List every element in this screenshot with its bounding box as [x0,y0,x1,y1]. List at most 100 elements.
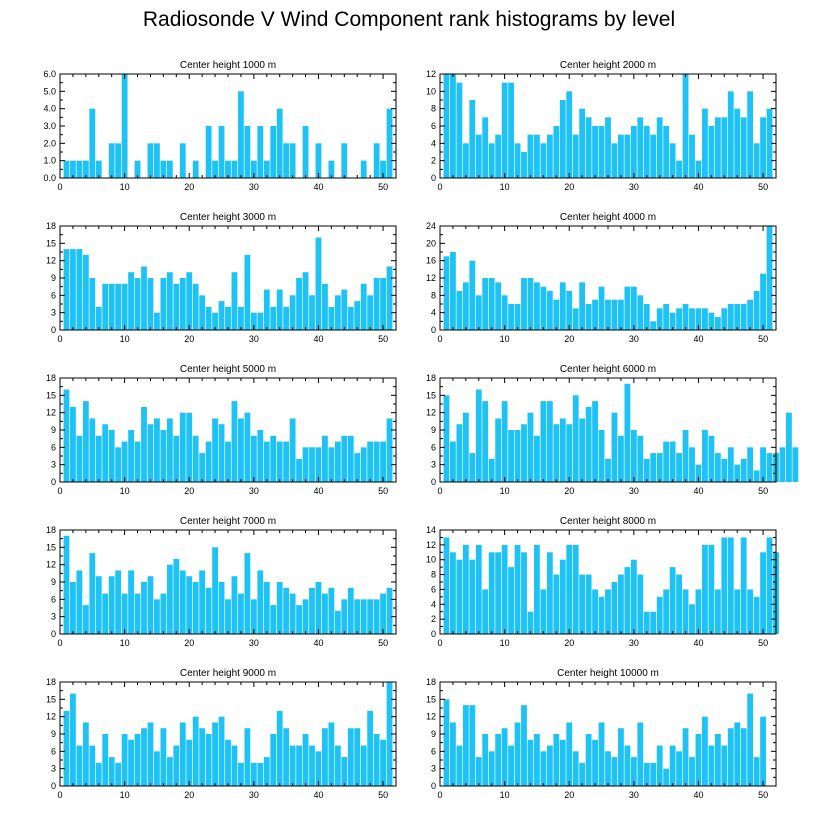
x-tick-label: 50 [758,638,768,648]
x-tick-label: 30 [629,638,639,648]
x-tick-label: 50 [378,182,388,192]
x-tick-label: 10 [500,334,510,344]
x-tick-label: 0 [57,486,62,496]
histogram-bar [572,134,579,178]
histogram-bar [682,589,689,634]
histogram-bar [128,430,134,482]
histogram-bar [199,453,206,482]
y-tick-label: 15 [46,390,56,400]
y-tick-label: 10 [426,86,436,96]
histogram-bar [128,739,134,786]
histogram-bar [108,283,115,330]
histogram-bar [244,553,251,634]
histogram-bar [134,734,141,786]
histogram-bar [115,283,122,330]
histogram-bar [121,441,128,482]
histogram-bar [611,412,618,482]
y-tick-label: 3 [431,764,436,774]
x-tick-label: 10 [500,182,510,192]
histogram-bar [514,143,521,178]
histogram-bar [218,716,225,786]
histogram-bar [740,458,747,482]
histogram-bar [553,574,560,634]
histogram-bar [702,544,708,634]
y-tick-label: 3 [51,612,56,622]
histogram-bar [521,278,527,330]
x-tick-label: 10 [120,790,130,800]
histogram-bar [760,447,766,482]
histogram-panel: Center height 8000 m 0 10 20 30 40 50 0 2 4 6 8 10 12… [426,516,779,648]
histogram-bar [488,751,495,786]
histogram-bar [469,260,476,330]
histogram-bar [689,757,695,786]
histogram-bar [76,160,83,178]
histogram-bar [160,160,167,178]
histogram-bar [102,593,109,634]
histogram-bar [766,537,773,634]
y-tick-label: 16 [426,256,436,266]
histogram-bar [367,710,374,786]
histogram-bar [334,745,341,786]
histogram-bar [598,286,605,330]
histogram-bar [482,589,489,634]
histogram-bar [128,570,134,634]
histogram-bar [231,160,238,178]
histogram-bar [585,117,592,178]
histogram-bar [566,544,573,634]
histogram-bar [702,108,708,178]
histogram-bar [76,435,83,482]
histogram-bar [462,282,469,330]
histogram-bar [643,304,650,330]
histogram-bar [643,611,650,634]
histogram-bar [708,435,715,482]
histogram-bar [244,254,251,330]
histogram-bar [212,547,218,634]
histogram-bar [70,249,76,330]
histogram-bar [598,596,605,634]
histogram-bar [546,552,553,634]
histogram-bar [334,441,341,482]
histogram-bar [553,126,560,178]
histogram-bar [373,734,380,786]
x-tick-label: 30 [629,334,639,344]
y-tick-label: 12 [46,408,56,418]
histogram-bar [231,401,238,482]
histogram-bar [89,745,96,786]
histogram-bar [637,435,644,482]
histogram-bar [179,278,186,330]
histogram-bar [192,160,199,178]
histogram-bar [276,441,283,482]
y-tick-label: 3 [51,764,56,774]
histogram-bar [141,266,147,330]
y-tick-label: 12 [426,69,436,79]
histogram-bar [121,593,128,634]
histogram-bar [205,306,212,330]
histogram-bar [630,286,637,330]
x-tick-label: 50 [378,334,388,344]
histogram-bar [347,306,354,330]
histogram-bar [309,447,315,482]
histogram-bar [147,576,154,634]
histogram-bar [347,587,354,634]
histogram-bar [682,728,689,786]
histogram-bar [508,304,514,330]
x-tick-label: 50 [758,334,768,344]
histogram-bar [695,160,702,178]
histogram-bar [199,295,206,330]
histogram-bar [585,304,592,330]
panel-title: Center height 2000 m [560,60,656,71]
histogram-bar [753,596,760,634]
histogram-bar [341,435,348,482]
histogram-bar [328,447,335,482]
histogram-bar [740,117,747,178]
histogram-bar [572,395,579,482]
histogram-bar [270,605,277,634]
histogram-bar [354,599,361,634]
histogram-panel: Center height 1000 m 0 10 20 30 40 50 0.0 1.0 2.0… [43,60,397,192]
y-tick-label: 12 [46,712,56,722]
histogram-bar [289,593,296,634]
histogram-bar [270,306,277,330]
histogram-bar [244,728,251,786]
x-tick-label: 20 [184,486,194,496]
histogram-panel: Center height 3000 m 0 10 20 30 40 50 0 3 6 9 12 15 1… [46,212,397,344]
